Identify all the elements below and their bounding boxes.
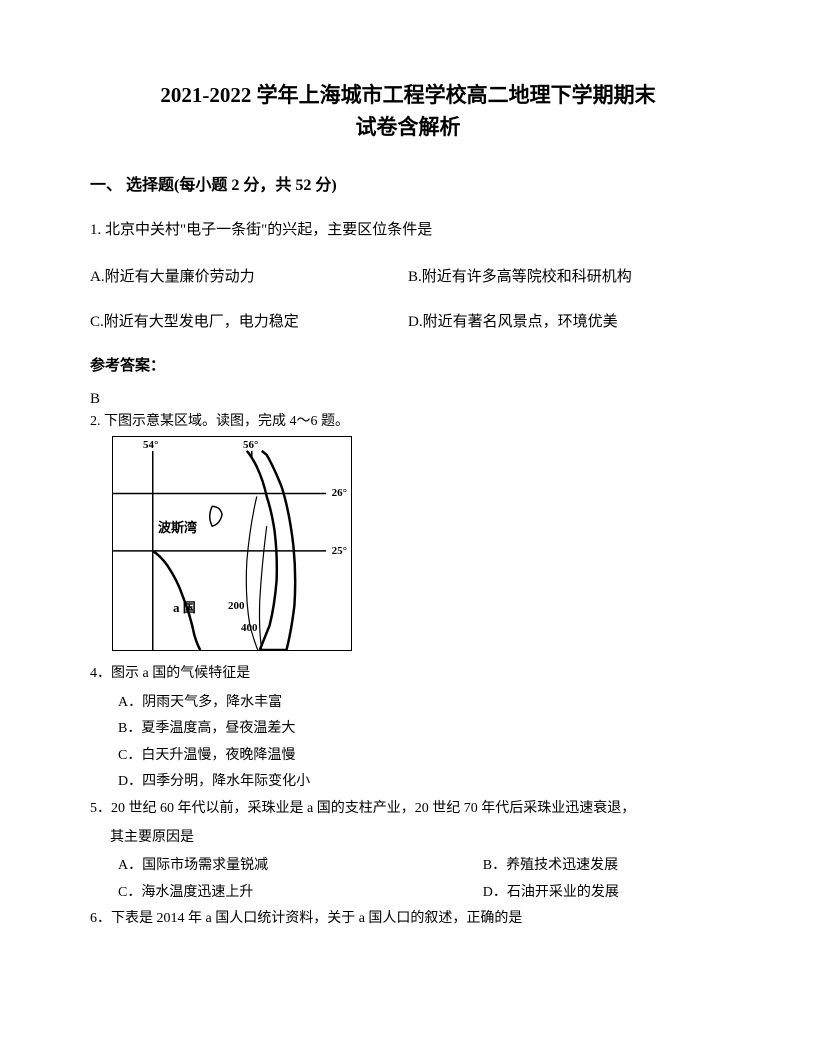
map-gulf: 波斯湾 [158,517,197,536]
q5-stem: 5．20 世纪 60 年代以前，采珠业是 a 国的支柱产业，20 世纪 70 年… [90,796,726,823]
map-lon-56: 56° [243,439,258,451]
q5-C: C．海水温度迅速上升 [118,880,483,907]
q1-optA: A.附近有大量廉价劳动力 [90,264,408,291]
map-lon-54: 54° [143,439,158,451]
q1-stem: 1. 北京中关村"电子一条街"的兴起，主要区位条件是 [90,217,726,244]
map-lat-26: 26° [332,487,347,499]
q4-D: D．四季分明，降水年际变化小 [90,769,726,796]
map-country: a 国 [173,597,196,616]
q4-stem: 4．图示 a 国的气候特征是 [90,661,726,688]
q4-C: C．白天升温慢，夜晚降温慢 [90,743,726,770]
map-lat-25: 25° [332,545,347,557]
q4-A: A．阴雨天气多，降水丰富 [90,690,726,717]
title-line2: 试卷含解析 [356,115,461,139]
q5-stem2: 其主要原因是 [90,825,726,852]
map-c400: 400 [241,622,258,634]
q1-optD: D.附近有著名风景点，环境优美 [408,309,726,336]
map-svg [113,437,351,650]
q2-stem: 2. 下图示意某区域。读图，完成 4～6 题。 [90,410,726,430]
q6-stem: 6．下表是 2014 年 a 国人口统计资料，关于 a 国人口的叙述，正确的是 [90,906,726,933]
section-header: 一、 选择题(每小题 2 分，共 52 分) [90,171,726,195]
title-line1: 2021-2022 学年上海城市工程学校高二地理下学期期末 [160,83,655,107]
q1-optB: B.附近有许多高等院校和科研机构 [408,264,726,291]
q1-optC: C.附近有大型发电厂，电力稳定 [90,309,408,336]
q4-B: B．夏季温度高，昼夜温差大 [90,716,726,743]
q5-B: B．养殖技术迅速发展 [483,853,726,880]
q1-answer-value: B [90,391,726,408]
q5-A: A．国际市场需求量锐减 [118,853,483,880]
map-c200: 200 [228,600,245,612]
q5-D: D．石油开采业的发展 [483,880,726,907]
map-figure: 54° 56° 26° 25° 波斯湾 a 国 200 400 [112,436,352,651]
q1-answer-label: 参考答案： [90,354,726,375]
